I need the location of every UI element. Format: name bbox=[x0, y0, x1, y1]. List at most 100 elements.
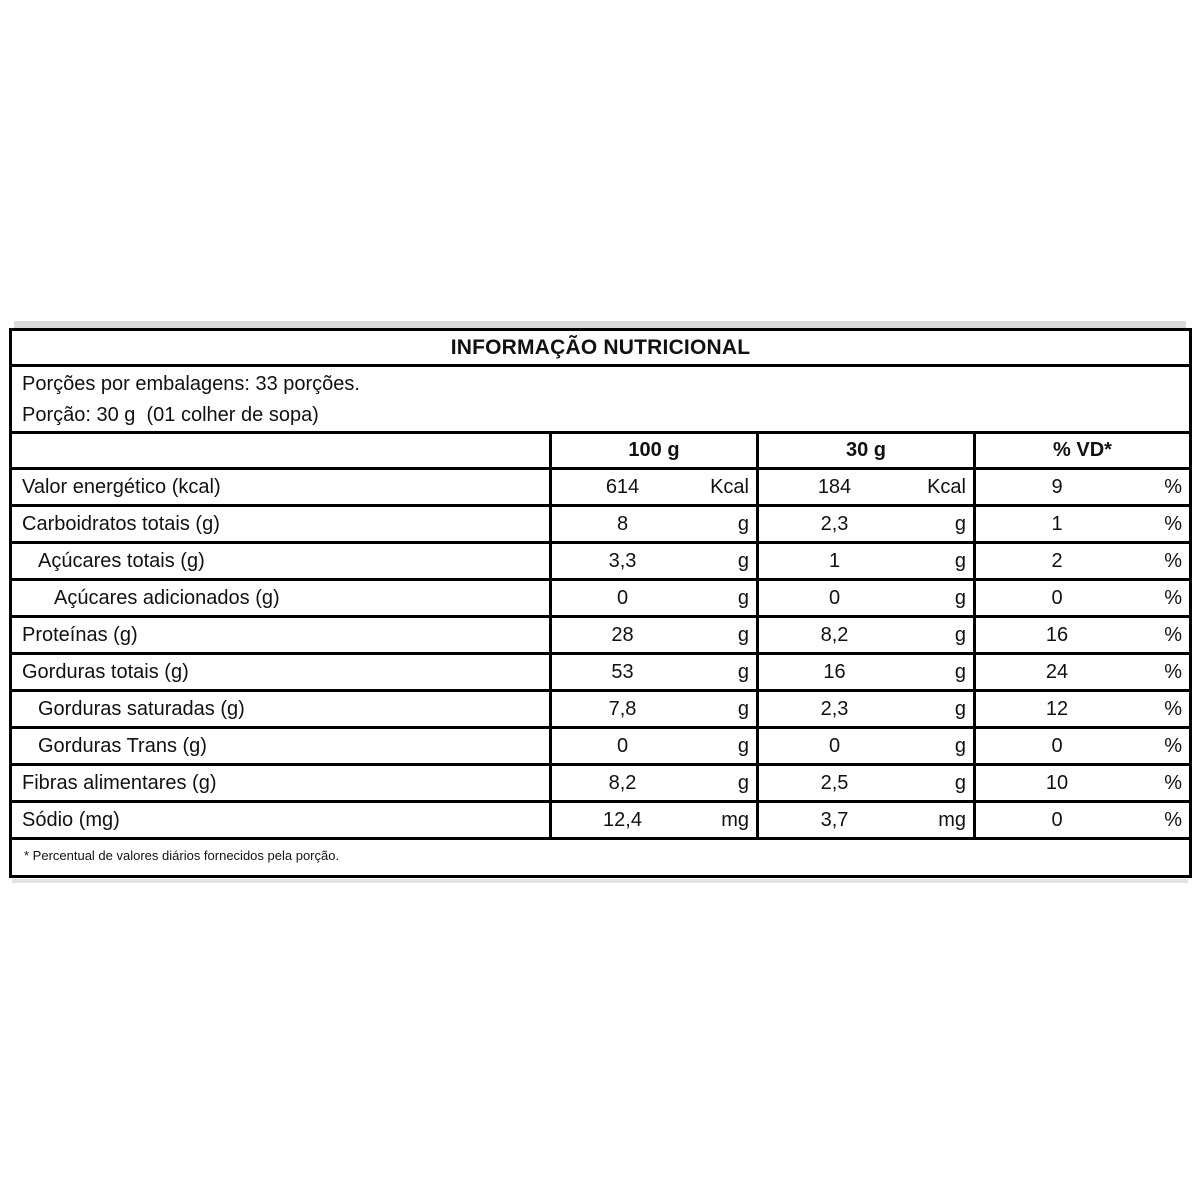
scan-artifact-bar-bottom bbox=[12, 879, 1188, 883]
unit-text: % bbox=[1164, 475, 1182, 498]
value-text: 0 bbox=[1051, 808, 1063, 831]
unit-text: g bbox=[737, 771, 749, 794]
column-header-empty bbox=[12, 434, 549, 467]
row-label: Fibras alimentares (g) bbox=[22, 771, 217, 794]
unit-text: % bbox=[1164, 697, 1182, 720]
serving-size: Porção: 30 g (01 colher de sopa) bbox=[22, 404, 319, 426]
value-text: 0 bbox=[616, 586, 629, 609]
unit-text: % bbox=[1164, 623, 1182, 646]
unit-text: Kcal bbox=[927, 475, 966, 498]
unit-text: % bbox=[1164, 512, 1182, 535]
value-per-100g: 12,4 mg bbox=[549, 803, 756, 837]
value-text: 2 bbox=[1051, 549, 1063, 572]
unit-text: g bbox=[954, 734, 966, 757]
row-label: Sódio (mg) bbox=[22, 808, 120, 831]
row-label: Carboidratos totais (g) bbox=[22, 512, 220, 535]
value-percent-dv: 0% bbox=[973, 803, 1189, 837]
value-text: 2,3 bbox=[820, 697, 849, 720]
unit-text: % bbox=[1164, 771, 1182, 794]
value-text: 0 bbox=[1051, 734, 1063, 757]
table-row: Sódio (mg) 12,4 mg 3,7 mg 0% bbox=[12, 803, 1189, 840]
row-label: Gorduras Trans (g) bbox=[38, 734, 207, 757]
unit-text: % bbox=[1164, 808, 1182, 831]
value-text: 8,2 bbox=[608, 771, 637, 794]
row-label: Valor energético (kcal) bbox=[22, 475, 221, 498]
value-text: 614 bbox=[605, 475, 640, 498]
row-label: Açúcares totais (g) bbox=[38, 549, 205, 572]
column-header-100g: 100 g bbox=[549, 434, 756, 467]
value-per-30g: 2,5 g bbox=[756, 766, 973, 800]
value-text: 12,4 bbox=[603, 808, 642, 831]
value-percent-dv: 0% bbox=[973, 729, 1189, 763]
value-percent-dv: 1% bbox=[973, 507, 1189, 541]
table-title: INFORMAÇÃO NUTRICIONAL bbox=[12, 331, 1189, 367]
column-header-percent-dv: % VD* bbox=[973, 434, 1189, 467]
unit-text: Kcal bbox=[710, 475, 749, 498]
value-percent-dv: 16% bbox=[973, 618, 1189, 652]
value-per-100g: 8,2 g bbox=[549, 766, 756, 800]
row-label: Açúcares adicionados (g) bbox=[54, 586, 280, 609]
value-text: 1 bbox=[828, 549, 841, 572]
value-text: 28 bbox=[611, 623, 634, 646]
value-text: 3,7 bbox=[820, 808, 849, 831]
unit-text: g bbox=[954, 697, 966, 720]
table-row: Valor energético (kcal) 614 Kcal 184 Kcal … bbox=[12, 470, 1189, 507]
unit-text: g bbox=[954, 512, 966, 535]
row-label: Proteínas (g) bbox=[22, 623, 138, 646]
value-text: 10 bbox=[1045, 771, 1069, 794]
value-text: 24 bbox=[1045, 660, 1069, 683]
value-per-100g: 614 Kcal bbox=[549, 470, 756, 504]
unit-text: g bbox=[737, 660, 749, 683]
value-text: 0 bbox=[828, 586, 841, 609]
unit-text: g bbox=[737, 697, 749, 720]
value-percent-dv: 10% bbox=[973, 766, 1189, 800]
value-per-30g: 2,3 g bbox=[756, 507, 973, 541]
value-percent-dv: 2% bbox=[973, 544, 1189, 578]
unit-text: mg bbox=[721, 808, 749, 831]
value-text: 7,8 bbox=[608, 697, 637, 720]
unit-text: g bbox=[954, 586, 966, 609]
table-row: Gorduras totais (g) 53 g 16 g 24% bbox=[12, 655, 1189, 692]
unit-text: g bbox=[954, 771, 966, 794]
value-text: 0 bbox=[616, 734, 629, 757]
unit-text: g bbox=[737, 512, 749, 535]
value-text: 0 bbox=[828, 734, 841, 757]
value-per-100g: 53 g bbox=[549, 655, 756, 689]
value-text: 16 bbox=[823, 660, 846, 683]
servings-per-package: Porções por embalagens: 33 porções. bbox=[22, 373, 360, 395]
unit-text: g bbox=[737, 586, 749, 609]
value-per-30g: 184 Kcal bbox=[756, 470, 973, 504]
unit-text: g bbox=[954, 660, 966, 683]
value-text: 1 bbox=[1051, 512, 1063, 535]
unit-text: g bbox=[737, 549, 749, 572]
value-percent-dv: 9% bbox=[973, 470, 1189, 504]
value-percent-dv: 0% bbox=[973, 581, 1189, 615]
value-text: 2,5 bbox=[820, 771, 849, 794]
value-text: 16 bbox=[1045, 623, 1069, 646]
value-percent-dv: 24% bbox=[973, 655, 1189, 689]
value-per-100g: 3,3 g bbox=[549, 544, 756, 578]
scan-artifact-bar-top bbox=[14, 321, 1186, 328]
value-text: 2,3 bbox=[820, 512, 849, 535]
unit-text: % bbox=[1164, 549, 1182, 572]
unit-text: % bbox=[1164, 734, 1182, 757]
value-text: 53 bbox=[611, 660, 634, 683]
unit-text: mg bbox=[938, 808, 966, 831]
unit-text: % bbox=[1164, 586, 1182, 609]
unit-text: g bbox=[737, 623, 749, 646]
value-percent-dv: 12% bbox=[973, 692, 1189, 726]
nutrition-facts-table: INFORMAÇÃO NUTRICIONAL Porções por embal… bbox=[9, 328, 1192, 878]
value-per-30g: 2,3 g bbox=[756, 692, 973, 726]
value-text: 184 bbox=[817, 475, 852, 498]
value-per-100g: 7,8 g bbox=[549, 692, 756, 726]
value-per-30g: 3,7 mg bbox=[756, 803, 973, 837]
